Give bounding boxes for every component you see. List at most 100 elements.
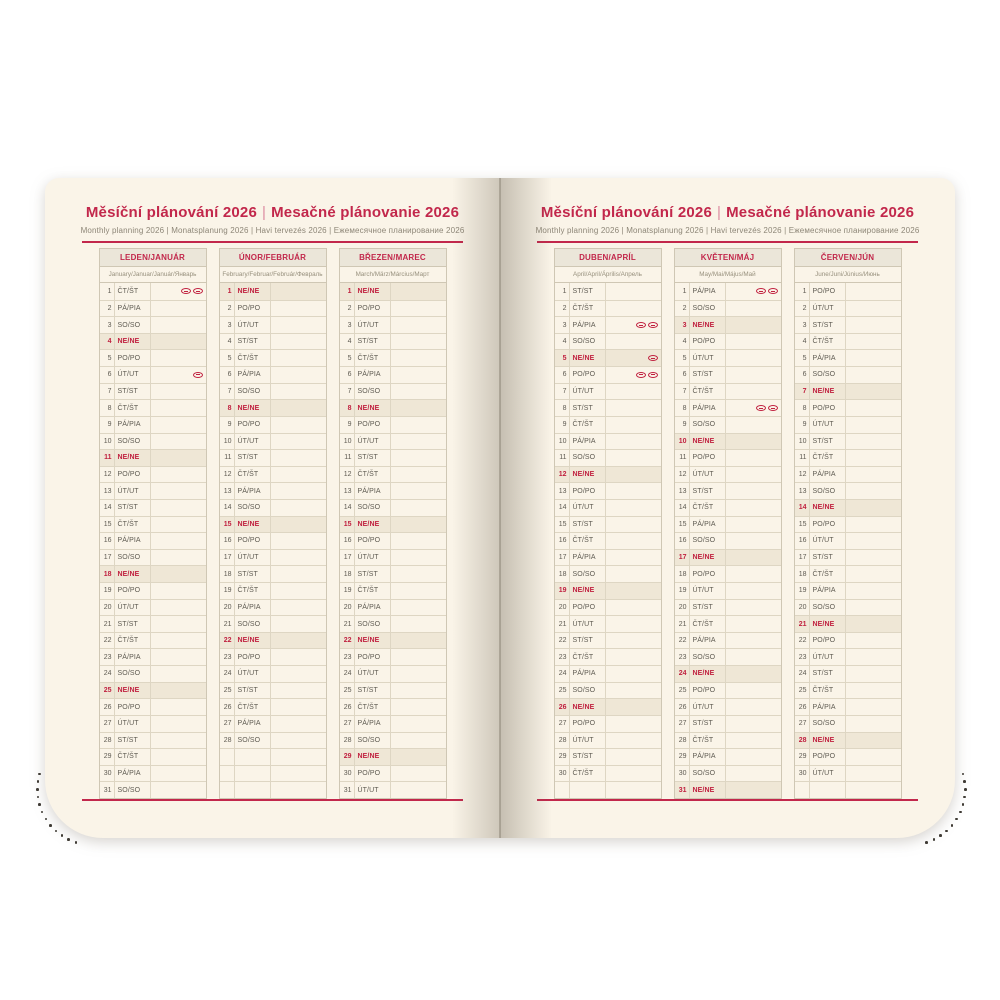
notes-cell — [846, 533, 901, 549]
day-row: 19 ČT/ŠT — [339, 582, 446, 599]
day-row: 10 ST/ST — [794, 432, 901, 450]
day-name-cell: PO/PO — [235, 649, 271, 666]
notes-cell — [846, 600, 901, 616]
day-number-cell: 13 — [340, 483, 355, 499]
empty-row — [219, 764, 326, 782]
day-number-cell: 29 — [795, 749, 810, 765]
day-row: 7 SO/SO — [219, 382, 326, 400]
day-name-cell: PÁ/PIA — [690, 749, 726, 765]
day-name-cell: NE/NE — [690, 433, 726, 450]
page-title-cz: Měsíční plánování 2026 — [85, 204, 257, 221]
day-row: 30 PÁ/PIA — [99, 764, 206, 782]
notes-cell — [846, 434, 901, 450]
notes-cell — [846, 317, 901, 333]
day-row: 6 PO/PO — [554, 366, 661, 383]
day-number-cell: 3 — [100, 317, 115, 333]
notes-cell — [606, 699, 661, 715]
day-name-cell: SO/SO — [690, 765, 726, 782]
day-row: 25 ČT/ŠT — [794, 681, 901, 699]
day-number-cell: 4 — [555, 333, 570, 350]
notes-cell — [151, 334, 206, 350]
notes-cell — [726, 317, 781, 333]
notes-cell — [606, 550, 661, 566]
day-row: 10 PÁ/PIA — [554, 432, 661, 450]
day-number-cell: 6 — [675, 367, 690, 383]
day-row: 15 ČT/ŠT — [99, 515, 206, 533]
page-title: Měsíční plánování 2026 | Mesačné plánovani… — [45, 204, 500, 221]
notes-cell — [271, 716, 326, 732]
day-name-cell: ÚT/UT — [810, 765, 846, 782]
day-number-cell: 15 — [340, 516, 355, 533]
day-number-cell: 8 — [220, 400, 235, 416]
day-row: 20 SO/SO — [794, 598, 901, 616]
day-row: 12 PÁ/PIA — [794, 465, 901, 483]
notes-cell — [846, 649, 901, 665]
notes-cell — [151, 317, 206, 333]
day-name-cell: ÚT/UT — [570, 383, 606, 400]
notes-cell — [391, 583, 446, 599]
day-name-cell: ČT/ŠT — [810, 682, 846, 699]
notes-cell — [151, 716, 206, 732]
day-row: 13 PÁ/PIA — [339, 482, 446, 499]
day-row: 21 ST/ST — [99, 615, 206, 632]
notes-cell — [151, 583, 206, 599]
day-row: 16 PO/PO — [219, 532, 326, 549]
day-row: 22 NE/NE — [219, 631, 326, 649]
notes-cell — [151, 500, 206, 516]
notes-cell — [726, 533, 781, 549]
day-row: 15 PO/PO — [794, 515, 901, 533]
notes-cell — [271, 782, 326, 798]
day-number-cell: 17 — [675, 549, 690, 566]
day-row: 26 PO/PO — [99, 698, 206, 715]
day-row: 10 ÚT/UT — [219, 432, 326, 450]
notes-cell — [151, 550, 206, 566]
day-row: 13 PO/PO — [554, 482, 661, 499]
day-number-cell: 27 — [675, 715, 690, 732]
day-number-cell: 21 — [100, 616, 115, 632]
day-row: 21 SO/SO — [339, 615, 446, 632]
day-number-cell: 11 — [795, 450, 810, 466]
notes-cell — [726, 782, 781, 798]
month-columns-right: DUBEN/APRÍL April/April/Április/Апрель 1 ST… — [537, 243, 918, 799]
notes-cell — [606, 566, 661, 582]
month-name: DUBEN/APRÍL — [554, 249, 661, 267]
notes-cell — [846, 716, 901, 732]
month-day-rows: 1 ČT/ŠT 2 PÁ/PIA 3 SO/SO 4 NE/NE 5 PO/PO 6 ÚT/UT 7 ST… — [99, 283, 206, 798]
corner-stitch-dot — [38, 803, 41, 807]
day-number-cell: 10 — [220, 433, 235, 450]
day-number-cell: 14 — [795, 499, 810, 516]
day-row: 8 ČT/ŠT — [99, 399, 206, 416]
day-row: 5 PO/PO — [99, 349, 206, 367]
day-name-cell: NE/NE — [690, 549, 726, 566]
day-number-cell: 31 — [100, 782, 115, 798]
holiday-marker-icon — [180, 288, 191, 295]
day-name-cell — [235, 782, 271, 798]
day-number-cell: 15 — [100, 516, 115, 533]
day-row: 6 PÁ/PIA — [339, 366, 446, 383]
day-name-cell: ST/ST — [690, 599, 726, 616]
corner-stitch-dot — [54, 829, 58, 833]
day-number-cell: 3 — [555, 317, 570, 333]
day-name-cell: NE/NE — [355, 400, 391, 416]
day-row: 17 SO/SO — [99, 548, 206, 566]
day-number-cell: 21 — [220, 616, 235, 632]
day-number-cell: 10 — [675, 433, 690, 450]
notes-cell — [271, 666, 326, 682]
day-row: 4 ST/ST — [339, 332, 446, 350]
holiday-marker-icon — [767, 288, 778, 295]
day-row: 31 ÚT/UT — [339, 781, 446, 798]
day-number-cell: 20 — [675, 599, 690, 616]
day-number-cell: 8 — [555, 400, 570, 416]
day-name-cell: PÁ/PIA — [235, 715, 271, 732]
day-number-cell: 6 — [220, 367, 235, 383]
day-name-cell: SO/SO — [115, 782, 151, 798]
day-number-cell: 27 — [100, 715, 115, 732]
notes-cell — [271, 600, 326, 616]
day-name-cell: ÚT/UT — [690, 350, 726, 367]
notes-cell — [271, 350, 326, 366]
day-number-cell: 23 — [555, 649, 570, 666]
calendar-area-right: DUBEN/APRÍL April/April/Április/Апрель 1 ST… — [537, 241, 918, 801]
day-number-cell: 26 — [795, 699, 810, 715]
day-number-cell: 31 — [340, 782, 355, 798]
day-row: 15 ST/ST — [554, 515, 661, 533]
